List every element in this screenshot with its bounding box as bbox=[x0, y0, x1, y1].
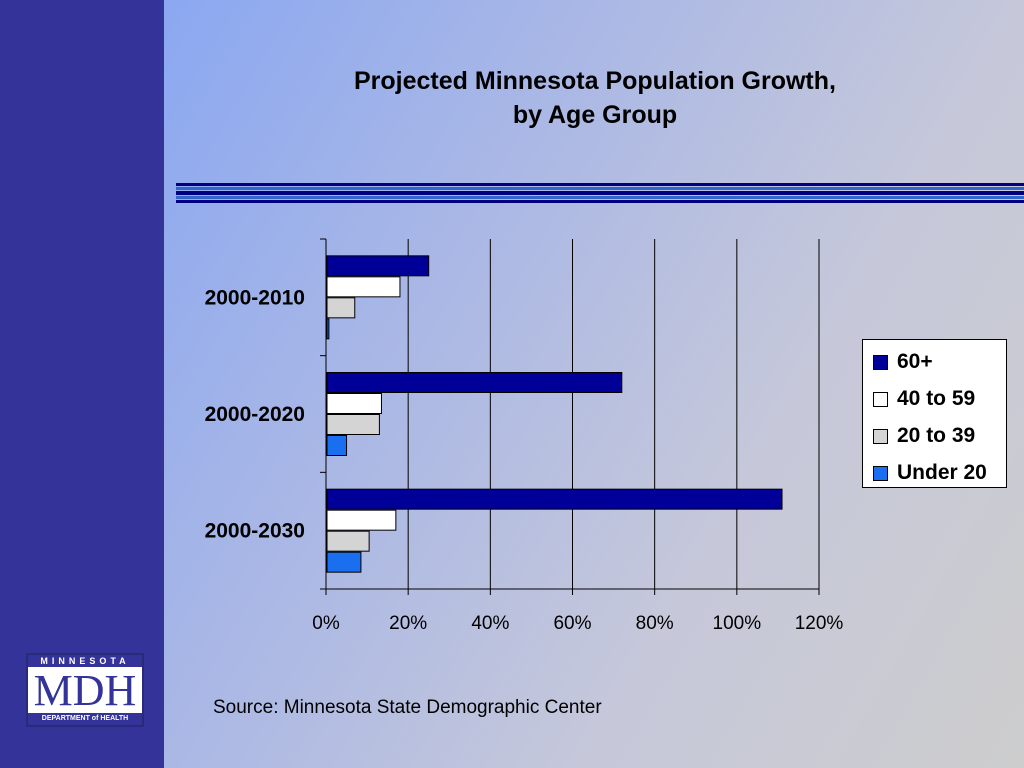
legend-item: 60+ bbox=[873, 349, 933, 375]
x-tick-label: 60% bbox=[553, 613, 591, 634]
legend-item: 40 to 59 bbox=[873, 386, 975, 412]
bar bbox=[326, 530, 370, 552]
bar bbox=[326, 435, 348, 456]
logo-bottom-text: DEPARTMENT of HEALTH bbox=[28, 713, 142, 725]
logo-main-text: MDH bbox=[33, 666, 137, 715]
bar bbox=[326, 372, 623, 393]
category-label: 2000-2030 bbox=[205, 520, 305, 543]
legend-label: 60+ bbox=[897, 350, 933, 373]
x-tick-label: 120% bbox=[795, 613, 844, 634]
source-note: Source: Minnesota State Demographic Cent… bbox=[213, 697, 602, 718]
bar bbox=[326, 255, 430, 277]
legend-swatch bbox=[873, 354, 888, 370]
legend-label: 20 to 39 bbox=[897, 424, 976, 447]
slide-title-line1: Projected Minnesota Population Growth, bbox=[354, 67, 836, 95]
bar bbox=[326, 276, 401, 298]
title-divider bbox=[176, 183, 1024, 203]
x-tick-label: 20% bbox=[389, 613, 427, 634]
category-label: 2000-2020 bbox=[205, 403, 305, 426]
slide-title: Projected Minnesota Population Growth, b… bbox=[180, 64, 1010, 132]
sidebar bbox=[0, 0, 164, 768]
category-label: 2000-2010 bbox=[205, 286, 305, 309]
bar bbox=[326, 414, 380, 435]
logo-top-text: MINNESOTA bbox=[28, 655, 142, 667]
x-tick-label: 100% bbox=[713, 613, 762, 634]
legend-swatch bbox=[873, 391, 888, 407]
legend-swatch bbox=[873, 428, 888, 444]
legend-label: 40 to 59 bbox=[897, 387, 976, 410]
bar bbox=[326, 318, 330, 340]
legend-item: 20 to 39 bbox=[873, 423, 975, 449]
x-tick-label: 0% bbox=[312, 613, 340, 634]
bar bbox=[326, 488, 783, 510]
bar bbox=[326, 297, 356, 319]
slide-title-line2: by Age Group bbox=[512, 101, 678, 129]
mdh-logo: MINNESOTA MDH DEPARTMENT of HEALTH bbox=[26, 653, 144, 727]
x-tick-label: 40% bbox=[471, 613, 509, 634]
x-tick-label: 80% bbox=[636, 613, 674, 634]
legend-item: Under 20 bbox=[873, 460, 987, 486]
bar bbox=[326, 551, 362, 573]
bar bbox=[326, 393, 382, 414]
chart-legend: 60+ 40 to 59 20 to 39 Under 20 bbox=[862, 339, 1007, 488]
legend-label: Under 20 bbox=[897, 461, 987, 484]
bar bbox=[326, 509, 397, 531]
legend-swatch bbox=[873, 465, 888, 481]
